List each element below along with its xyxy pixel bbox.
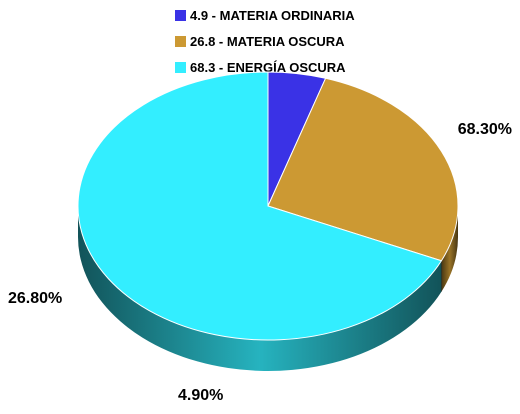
chart-legend: 4.9 - MATERIA ORDINARIA 26.8 - MATERIA OS…	[175, 8, 355, 75]
pie-slice-energ-a-oscura	[77, 71, 443, 341]
data-label: 4.90%	[178, 387, 223, 404]
legend-entry: 4.9 - MATERIA ORDINARIA	[190, 8, 355, 23]
pie-slices	[77, 71, 459, 341]
slice-side-energ-a-oscura	[78, 206, 442, 372]
data-labels: 4.90% 26.80% 68.30%	[8, 121, 512, 404]
pie-slice-materia-oscura	[267, 77, 459, 262]
legend-swatch	[175, 10, 186, 21]
legend-swatch	[175, 36, 186, 47]
pie-3d-sides	[78, 206, 458, 372]
data-label: 26.80%	[8, 290, 62, 307]
legend-entry: 68.3 - ENERGÍA OSCURA	[190, 60, 346, 75]
data-label: 68.30%	[458, 121, 512, 138]
slice-side-materia-oscura	[441, 206, 458, 292]
legend-entry: 26.8 - MATERIA OSCURA	[190, 34, 345, 49]
legend-swatch	[175, 62, 186, 73]
